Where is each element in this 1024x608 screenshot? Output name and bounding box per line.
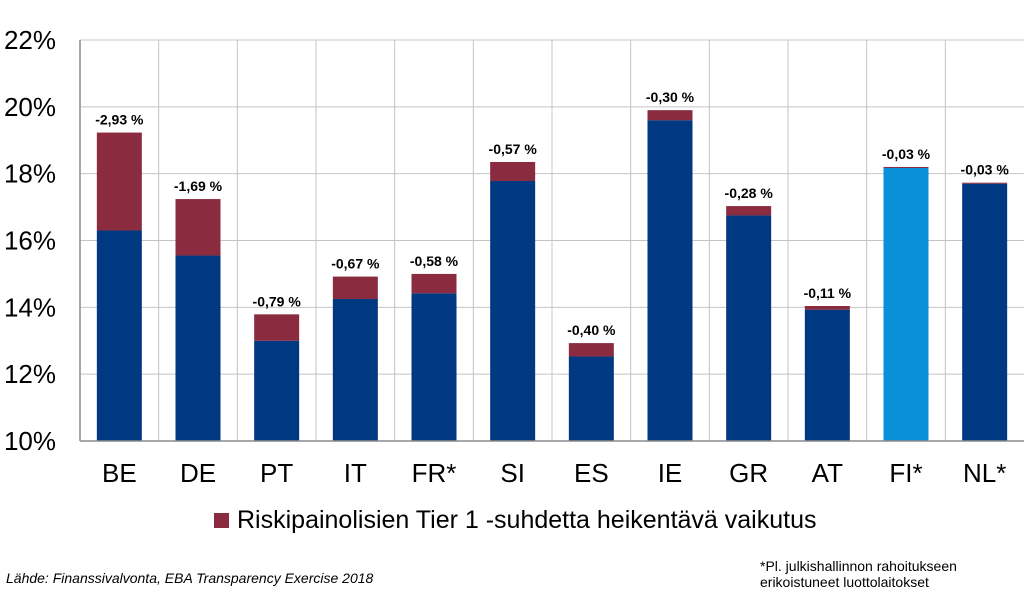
data-label: -0,28 % (725, 185, 774, 201)
bar-impact-ie (647, 110, 693, 121)
data-label: -0,30 % (646, 89, 695, 105)
x-tick-label: NL* (963, 458, 1006, 488)
bar-impact-de (175, 199, 221, 256)
bar-base-be (96, 230, 142, 441)
bar-base-fr (411, 293, 457, 441)
data-label: -0,57 % (489, 141, 538, 157)
bar-impact-be (96, 132, 142, 231)
data-label: -0,79 % (253, 293, 302, 309)
x-tick-label: AT (812, 458, 843, 488)
bar-base-gr (726, 215, 772, 441)
data-label: -1,69 % (174, 178, 223, 194)
x-tick-label: IT (344, 458, 367, 488)
x-tick-label: ES (574, 458, 609, 488)
bar-impact-gr (726, 206, 772, 216)
data-label: -0,03 % (882, 146, 931, 162)
data-label: -0,40 % (567, 322, 616, 338)
footnote-line-1: *Pl. julkishallinnon rahoitukseen (760, 558, 957, 574)
gridlines (80, 39, 1024, 441)
axes: 10% 12% 14% 16% 18% 20% 22% BE DE PT IT FR* SI ES IE GR… (4, 25, 1024, 488)
x-tick-label: SI (500, 458, 525, 488)
bar-impact-fr (411, 273, 457, 294)
x-tick-label: IE (658, 458, 683, 488)
data-labels: -2,93 % -1,69 % -0,79 % -0,67 % -0,58 % -0,57… (95, 89, 1009, 338)
source-note: Lähde: Finanssivalvonta, EBA Transparenc… (6, 570, 374, 586)
bar-impact-at (804, 305, 850, 310)
legend-swatch (214, 513, 229, 528)
bars (96, 110, 1008, 442)
bar-base-es (568, 356, 614, 441)
bar-impact-es (568, 343, 614, 357)
data-label: -0,67 % (331, 256, 380, 272)
x-tick-label: BE (102, 458, 137, 488)
y-tick-label: 22% (4, 25, 56, 55)
bar-base-si (490, 181, 536, 442)
y-tick-label: 16% (4, 226, 56, 256)
x-tick-label: FR* (412, 458, 457, 488)
bar-base-at (804, 309, 850, 441)
footnote-line-2: erikoistuneet luottolaitokset (760, 574, 929, 590)
bar-base-fi (883, 167, 929, 441)
x-tick-label: FI* (889, 458, 922, 488)
x-tick-label: GR (729, 458, 768, 488)
data-label: -2,93 % (95, 112, 144, 128)
y-tick-label: 20% (4, 92, 56, 122)
y-tick-label: 10% (4, 426, 56, 456)
data-label: -0,03 % (961, 162, 1010, 178)
y-tick-label: 12% (4, 359, 56, 389)
bar-impact-nl (962, 182, 1008, 184)
bar-impact-it (332, 276, 378, 299)
x-tick-label: DE (180, 458, 216, 488)
bar-base-ie (647, 120, 693, 441)
bar-base-de (175, 255, 221, 441)
data-label: -0,58 % (410, 253, 459, 269)
y-tick-label: 14% (4, 292, 56, 322)
bar-base-nl (962, 183, 1008, 442)
y-tick-label: 18% (4, 159, 56, 189)
bar-impact-pt (254, 314, 300, 341)
legend: Riskipainolisien Tier 1 -suhdetta heiken… (214, 506, 816, 535)
bar-impact-si (490, 161, 536, 182)
data-label: -0,11 % (804, 285, 852, 301)
footnote: *Pl. julkishallinnon rahoitukseen erikoi… (760, 558, 957, 590)
bar-impact-fi (883, 166, 929, 168)
legend-label: Riskipainolisien Tier 1 -suhdetta heiken… (237, 506, 817, 534)
bar-base-it (332, 298, 378, 441)
bar-base-pt (254, 340, 300, 441)
x-tick-label: PT (260, 458, 293, 488)
